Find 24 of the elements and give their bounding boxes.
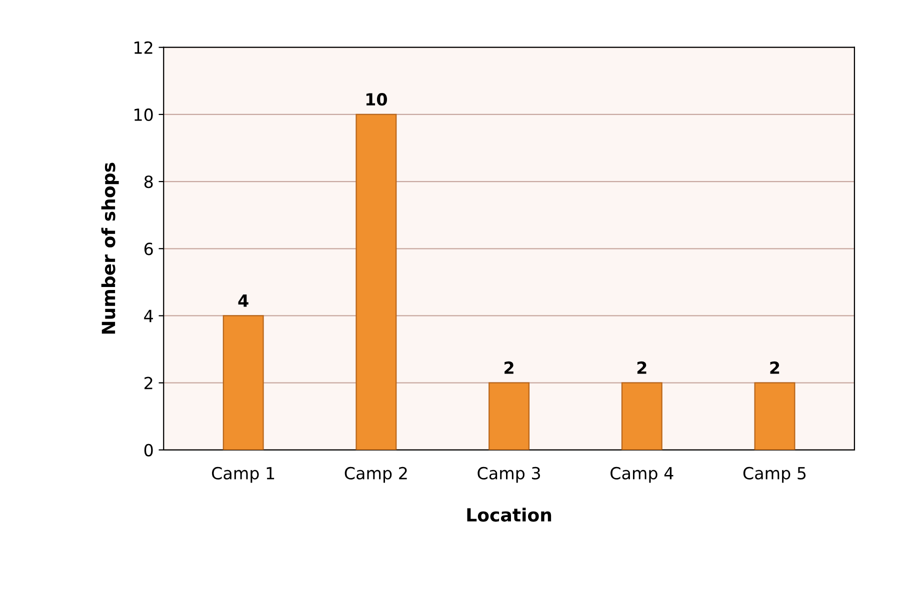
x-axis-title: Location	[467, 508, 552, 522]
bar	[754, 382, 796, 450]
data-label: 2	[504, 361, 514, 374]
y-tick-label: 2	[144, 376, 152, 390]
y-tick-label: 0	[144, 444, 153, 456]
bar	[488, 382, 530, 450]
bar	[222, 315, 264, 450]
y-tick-label: 10	[134, 108, 153, 122]
x-tick-label: Camp 4	[610, 466, 674, 483]
data-label: 2	[637, 361, 646, 374]
x-tick-label: Camp 1	[212, 466, 274, 483]
y-tick-label: 6	[144, 242, 153, 256]
x-tick-label: Camp 5	[743, 466, 806, 483]
x-tick-label: Camp 2	[344, 466, 407, 483]
y-axis-title: Number of shops	[101, 162, 119, 334]
bar	[621, 382, 662, 450]
data-label: 10	[366, 93, 387, 106]
y-tick-label: 4	[144, 310, 153, 322]
y-tick-label: 12	[134, 41, 152, 54]
x-tick-label: Camp 3	[478, 466, 540, 483]
data-label: 4	[238, 294, 248, 307]
y-tick-label: 8	[144, 176, 153, 188]
bar	[356, 114, 397, 450]
data-label: 2	[770, 361, 780, 374]
